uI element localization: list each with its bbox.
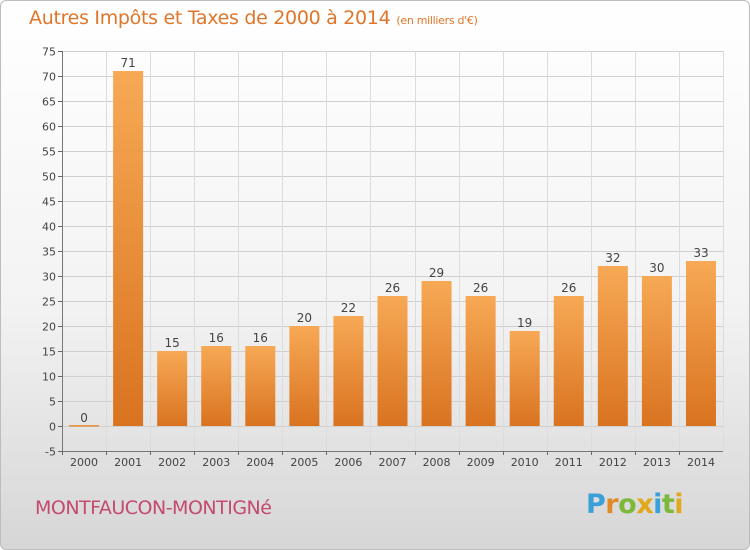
bar-2012: [597, 266, 628, 426]
value-label: 19: [517, 316, 532, 330]
value-label: 16: [209, 331, 224, 345]
value-label: 0: [80, 411, 88, 425]
city-name: MONTFAUCON-MONTIGNé: [35, 497, 272, 519]
x-tick-label: 2004: [246, 456, 274, 469]
proxiti-logo: Proxiti: [586, 489, 684, 520]
value-label: 30: [649, 261, 664, 275]
y-tick-label: 25: [42, 296, 56, 309]
x-tick-label: 2010: [511, 456, 539, 469]
y-tick-label: 15: [42, 346, 56, 359]
bar-2007: [377, 296, 408, 426]
bar-2003: [201, 346, 232, 426]
logo-letter: t: [661, 489, 675, 520]
y-tick-label: 0: [49, 421, 56, 434]
bar-2005: [289, 326, 320, 426]
value-label: 32: [605, 251, 620, 265]
logo-letter: x: [636, 489, 654, 520]
value-label: 22: [341, 301, 356, 315]
x-tick-label: 2014: [687, 456, 715, 469]
value-label: 29: [429, 266, 444, 280]
chart-title: Autres Impôts et Taxes de 2000 à 2014 (en…: [29, 7, 478, 29]
value-label: 16: [253, 331, 268, 345]
y-tick-label: 20: [42, 321, 56, 334]
y-tick-label: 50: [42, 171, 56, 184]
bar-2011: [553, 296, 584, 426]
x-tick-label: 2009: [467, 456, 495, 469]
y-tick-label: 75: [42, 46, 56, 59]
x-tick-label: 2013: [643, 456, 671, 469]
y-tick-label: 10: [42, 371, 56, 384]
bar-2004: [245, 346, 276, 426]
x-tick-label: 2007: [379, 456, 407, 469]
x-tick-label: 2008: [423, 456, 451, 469]
bar-2001: [113, 71, 144, 426]
value-label: 26: [561, 281, 576, 295]
y-tick-label: 65: [42, 96, 56, 109]
x-tick-label: 2003: [202, 456, 230, 469]
x-tick-label: 2006: [334, 456, 362, 469]
bar-2009: [465, 296, 496, 426]
bar-2000: [69, 425, 100, 427]
value-label: 20: [297, 311, 312, 325]
value-label: 15: [165, 336, 180, 350]
value-label: 33: [693, 246, 708, 260]
logo-letter: i: [674, 489, 684, 520]
bar-2006: [333, 316, 364, 426]
logo-letter: o: [618, 489, 637, 520]
y-tick-label: 70: [42, 71, 56, 84]
y-tick-label: 5: [49, 396, 56, 409]
y-tick-label: 60: [42, 121, 56, 134]
value-label: 26: [473, 281, 488, 295]
logo-letter: r: [605, 489, 619, 520]
x-tick-label: 2005: [290, 456, 318, 469]
x-tick-label: 2012: [599, 456, 627, 469]
bar-2013: [641, 276, 672, 426]
y-tick-label: 55: [42, 146, 56, 159]
value-labels: 0 71 15 16 16 20 22 26 29 26 19 26 32 30 33: [80, 56, 708, 425]
bars: [69, 71, 716, 427]
x-tick-label: 2000: [70, 456, 98, 469]
bar-2002: [157, 351, 188, 426]
bar-2010: [509, 331, 540, 426]
y-tick-label: 45: [42, 196, 56, 209]
value-label: 26: [385, 281, 400, 295]
bar-2014: [685, 261, 716, 426]
logo-letter: i: [653, 489, 662, 520]
y-tick-label: 40: [42, 221, 56, 234]
chart-subtitle: (en milliers d'€): [396, 14, 478, 27]
x-tick-label: 2001: [114, 456, 142, 469]
x-tick-label: 2002: [158, 456, 186, 469]
x-tick-label: 2011: [555, 456, 583, 469]
value-label: 71: [120, 56, 135, 70]
logo-letter: P: [586, 489, 606, 520]
y-tick-label: -5: [45, 446, 56, 459]
title-text: Autres Impôts et Taxes de 2000 à 2014: [29, 7, 391, 29]
y-tick-label: 35: [42, 246, 56, 259]
y-tick-label: 30: [42, 271, 56, 284]
bar-2008: [421, 281, 452, 426]
